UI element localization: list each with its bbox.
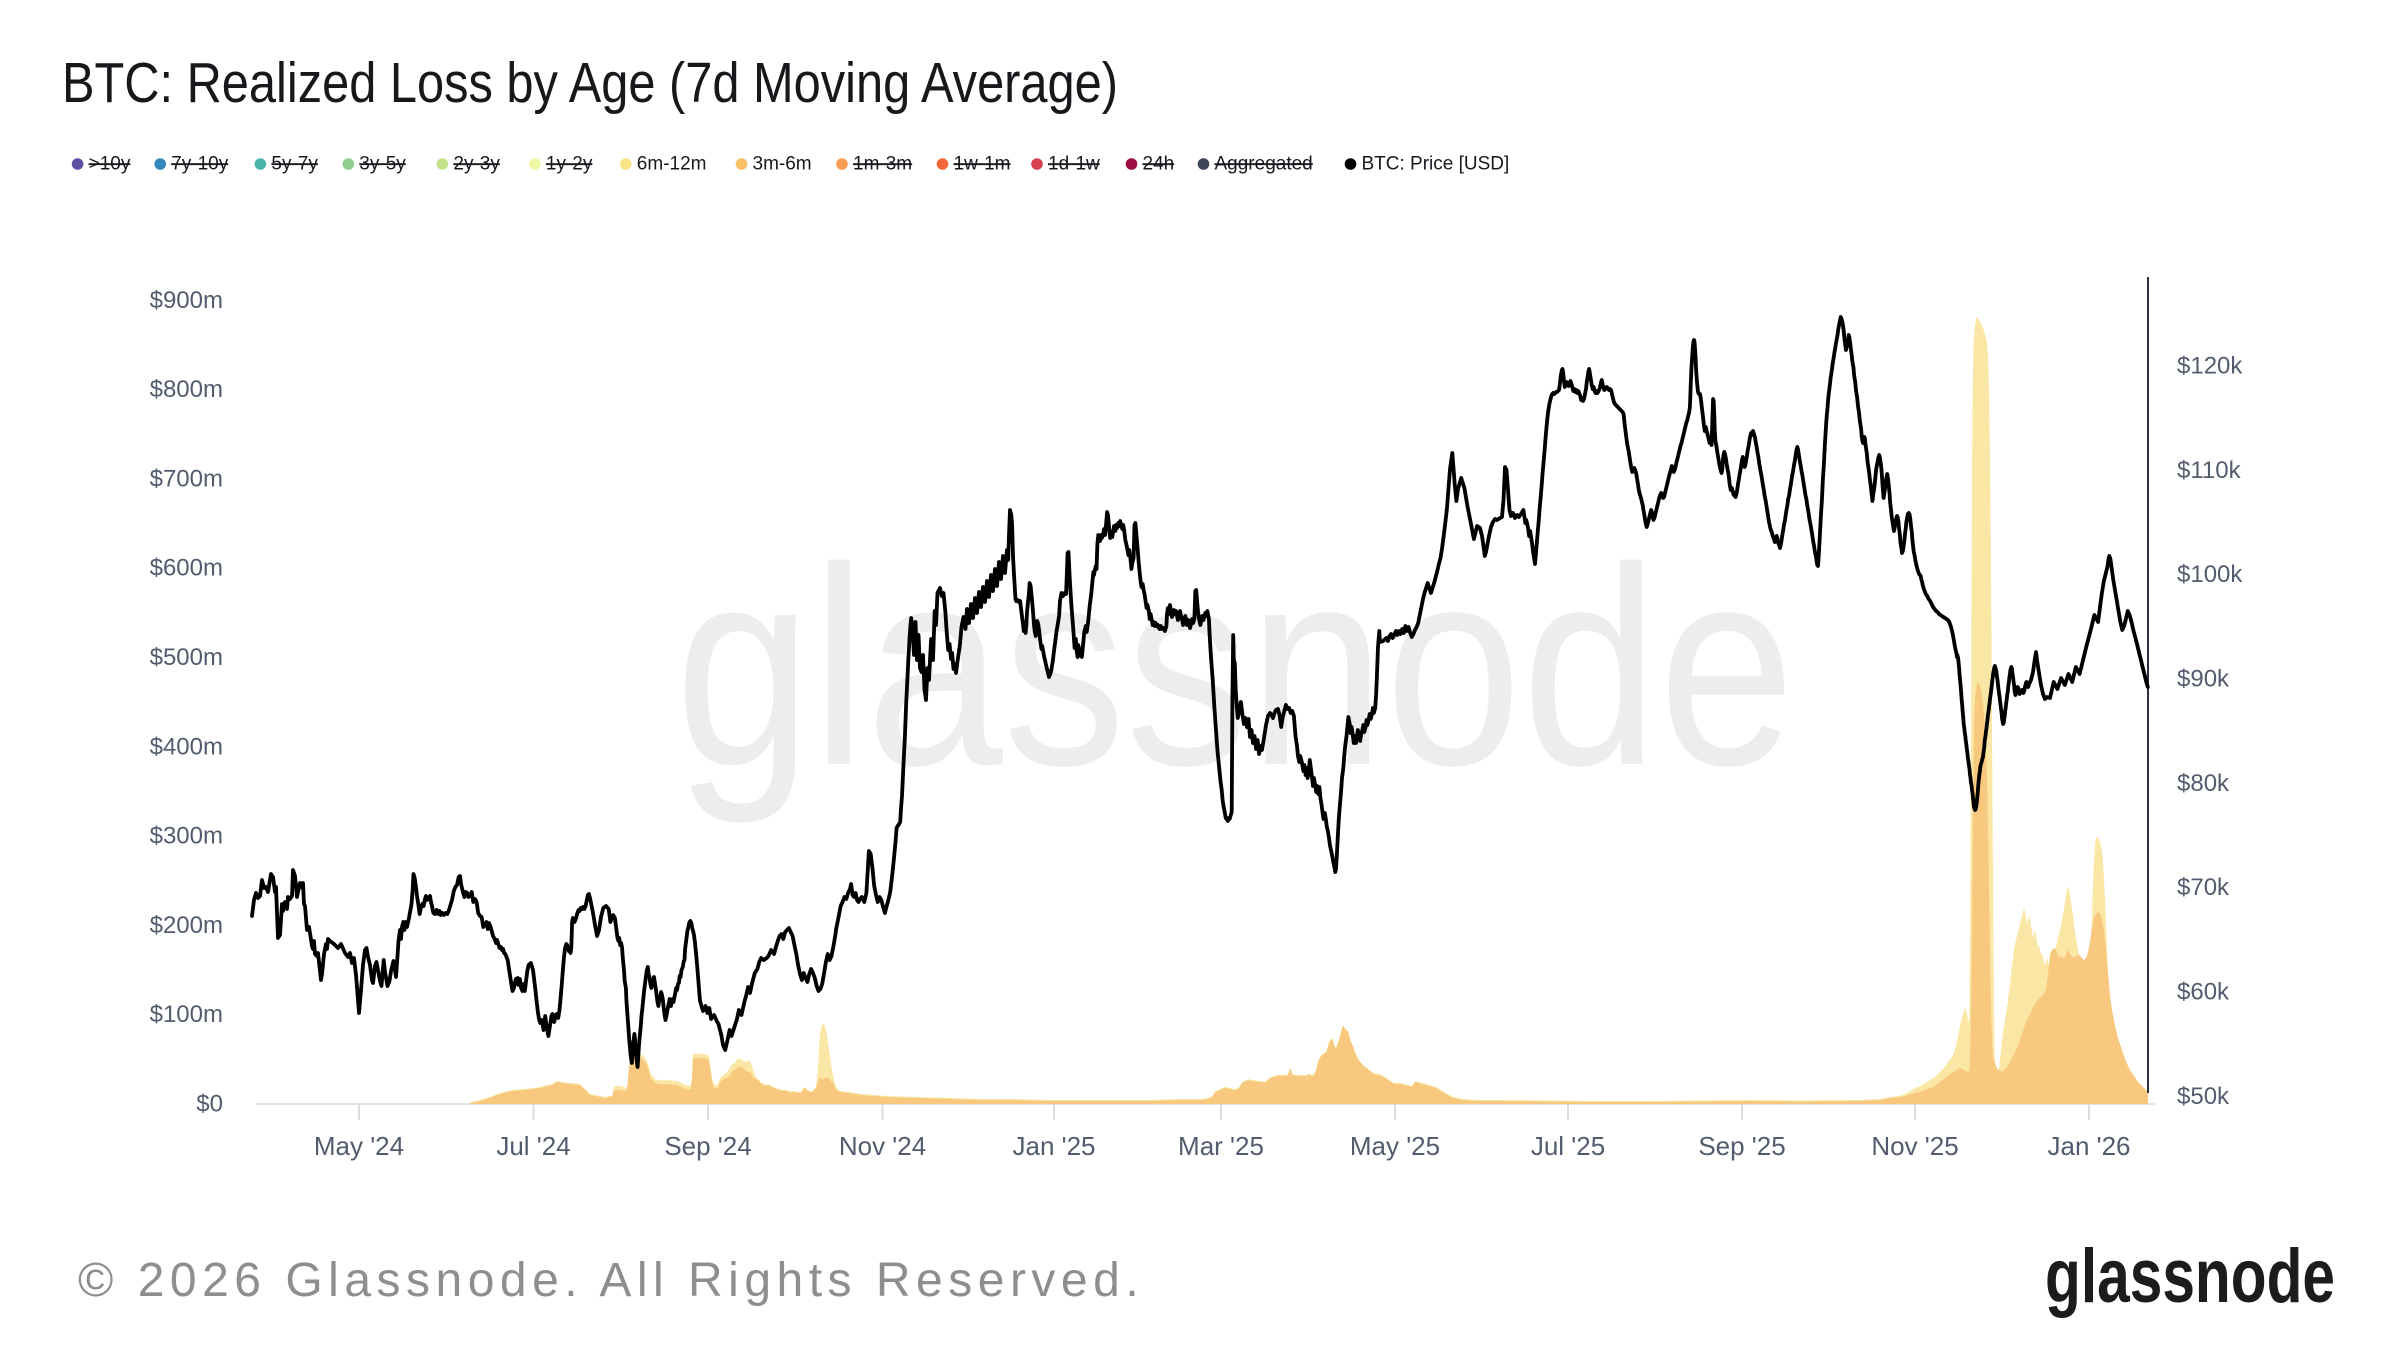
svg-text:$400m: $400m: [150, 733, 223, 760]
svg-text:$90k: $90k: [2177, 666, 2230, 693]
svg-text:Aggregated: Aggregated: [1215, 154, 1313, 175]
svg-text:$120k: $120k: [2177, 353, 2243, 380]
svg-text:Mar '25: Mar '25: [1178, 1131, 1264, 1161]
svg-text:glassnode: glassnode: [2045, 1234, 2335, 1319]
svg-text:1w-1m: 1w-1m: [954, 154, 1011, 175]
svg-text:Sep '25: Sep '25: [1698, 1131, 1785, 1161]
svg-text:$50k: $50k: [2177, 1083, 2230, 1110]
svg-text:$70k: $70k: [2177, 874, 2230, 901]
svg-text:Nov '24: Nov '24: [839, 1131, 926, 1161]
svg-text:May '24: May '24: [314, 1131, 404, 1161]
svg-text:$100k: $100k: [2177, 561, 2243, 588]
svg-text:3y-5y: 3y-5y: [359, 154, 406, 175]
svg-text:3m-6m: 3m-6m: [753, 154, 812, 175]
svg-text:BTC: Realized Loss by Age (7d: BTC: Realized Loss by Age (7d Moving Ave…: [62, 51, 1118, 115]
svg-text:Jan '25: Jan '25: [1012, 1131, 1095, 1161]
svg-text:$300m: $300m: [150, 823, 223, 850]
svg-text:>10y: >10y: [89, 154, 131, 175]
svg-text:6m-12m: 6m-12m: [637, 154, 707, 175]
svg-text:1y-2y: 1y-2y: [546, 154, 593, 175]
svg-text:Jul '24: Jul '24: [496, 1131, 570, 1161]
svg-text:24h: 24h: [1143, 154, 1175, 175]
svg-text:Nov '25: Nov '25: [1871, 1131, 1958, 1161]
svg-text:$60k: $60k: [2177, 979, 2230, 1006]
svg-text:May '25: May '25: [1350, 1131, 1440, 1161]
svg-text:$700m: $700m: [150, 465, 223, 492]
svg-text:5y-7y: 5y-7y: [271, 154, 318, 175]
svg-text:Jul '25: Jul '25: [1531, 1131, 1605, 1161]
svg-text:BTC: Price [USD]: BTC: Price [USD]: [1362, 154, 1510, 175]
svg-text:$200m: $200m: [150, 912, 223, 939]
svg-text:Sep '24: Sep '24: [664, 1131, 751, 1161]
svg-text:$80k: $80k: [2177, 770, 2230, 797]
svg-text:$110k: $110k: [2177, 457, 2242, 484]
svg-text:$600m: $600m: [150, 555, 223, 582]
svg-text:$100m: $100m: [150, 1001, 223, 1028]
svg-text:$900m: $900m: [150, 287, 223, 314]
svg-text:$800m: $800m: [150, 376, 223, 403]
svg-text:Jan '26: Jan '26: [2047, 1131, 2130, 1161]
svg-text:7y-10y: 7y-10y: [171, 154, 229, 175]
svg-text:2y-3y: 2y-3y: [453, 154, 500, 175]
svg-text:$500m: $500m: [150, 644, 223, 671]
svg-text:1m-3m: 1m-3m: [853, 154, 912, 175]
svg-text:$0: $0: [196, 1091, 223, 1118]
svg-text:© 2026 Glassnode. All Rights R: © 2026 Glassnode. All Rights Reserved.: [78, 1254, 1144, 1307]
svg-text:1d-1w: 1d-1w: [1048, 154, 1100, 175]
